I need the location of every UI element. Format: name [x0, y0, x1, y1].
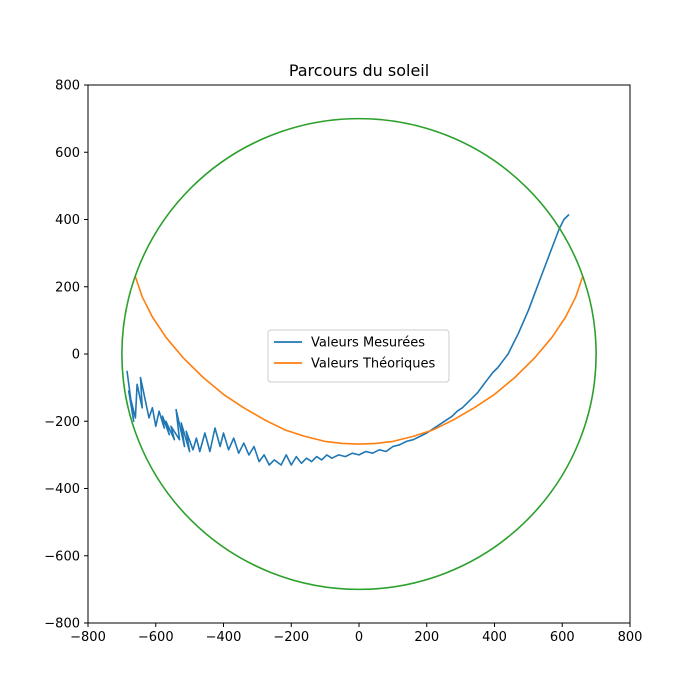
y-tick-label: 400 — [55, 213, 80, 228]
x-tick-label: 200 — [414, 630, 439, 645]
y-tick-label: 0 — [72, 348, 80, 363]
x-tick-label: 600 — [550, 630, 575, 645]
x-tick-label: 0 — [355, 630, 363, 645]
x-tick-label: 800 — [618, 630, 643, 645]
plot-area — [121, 117, 597, 591]
x-tick-label: 400 — [482, 630, 507, 645]
x-tick-label: −600 — [138, 630, 174, 645]
y-tick-label: −800 — [44, 617, 80, 632]
y-tick-label: −400 — [44, 482, 80, 497]
legend-box — [267, 329, 450, 383]
series-line-2 — [134, 276, 584, 445]
legend-label: Valeurs Mesurées — [311, 336, 425, 351]
x-tick-label: −800 — [70, 630, 106, 645]
x-tick-label: −400 — [206, 630, 242, 645]
y-tick-label: 200 — [55, 280, 80, 295]
y-tick-label: −600 — [44, 549, 80, 564]
x-tick-label: −200 — [273, 630, 309, 645]
legend-label: Valeurs Théoriques — [311, 357, 436, 372]
y-tick-label: 800 — [55, 79, 80, 94]
chart-title: Parcours du soleil — [289, 61, 429, 80]
series-line-1 — [126, 213, 570, 466]
y-tick-label: 600 — [55, 146, 80, 161]
y-tick-label: −200 — [44, 415, 80, 430]
axis-ticks: −800 −600 −400 −200 0 200 400 600 800 −800 −600 −40… — [44, 79, 642, 646]
legend: Valeurs Mesurées Valeurs Théoriques — [267, 329, 450, 383]
series-line-3 — [121, 117, 597, 591]
